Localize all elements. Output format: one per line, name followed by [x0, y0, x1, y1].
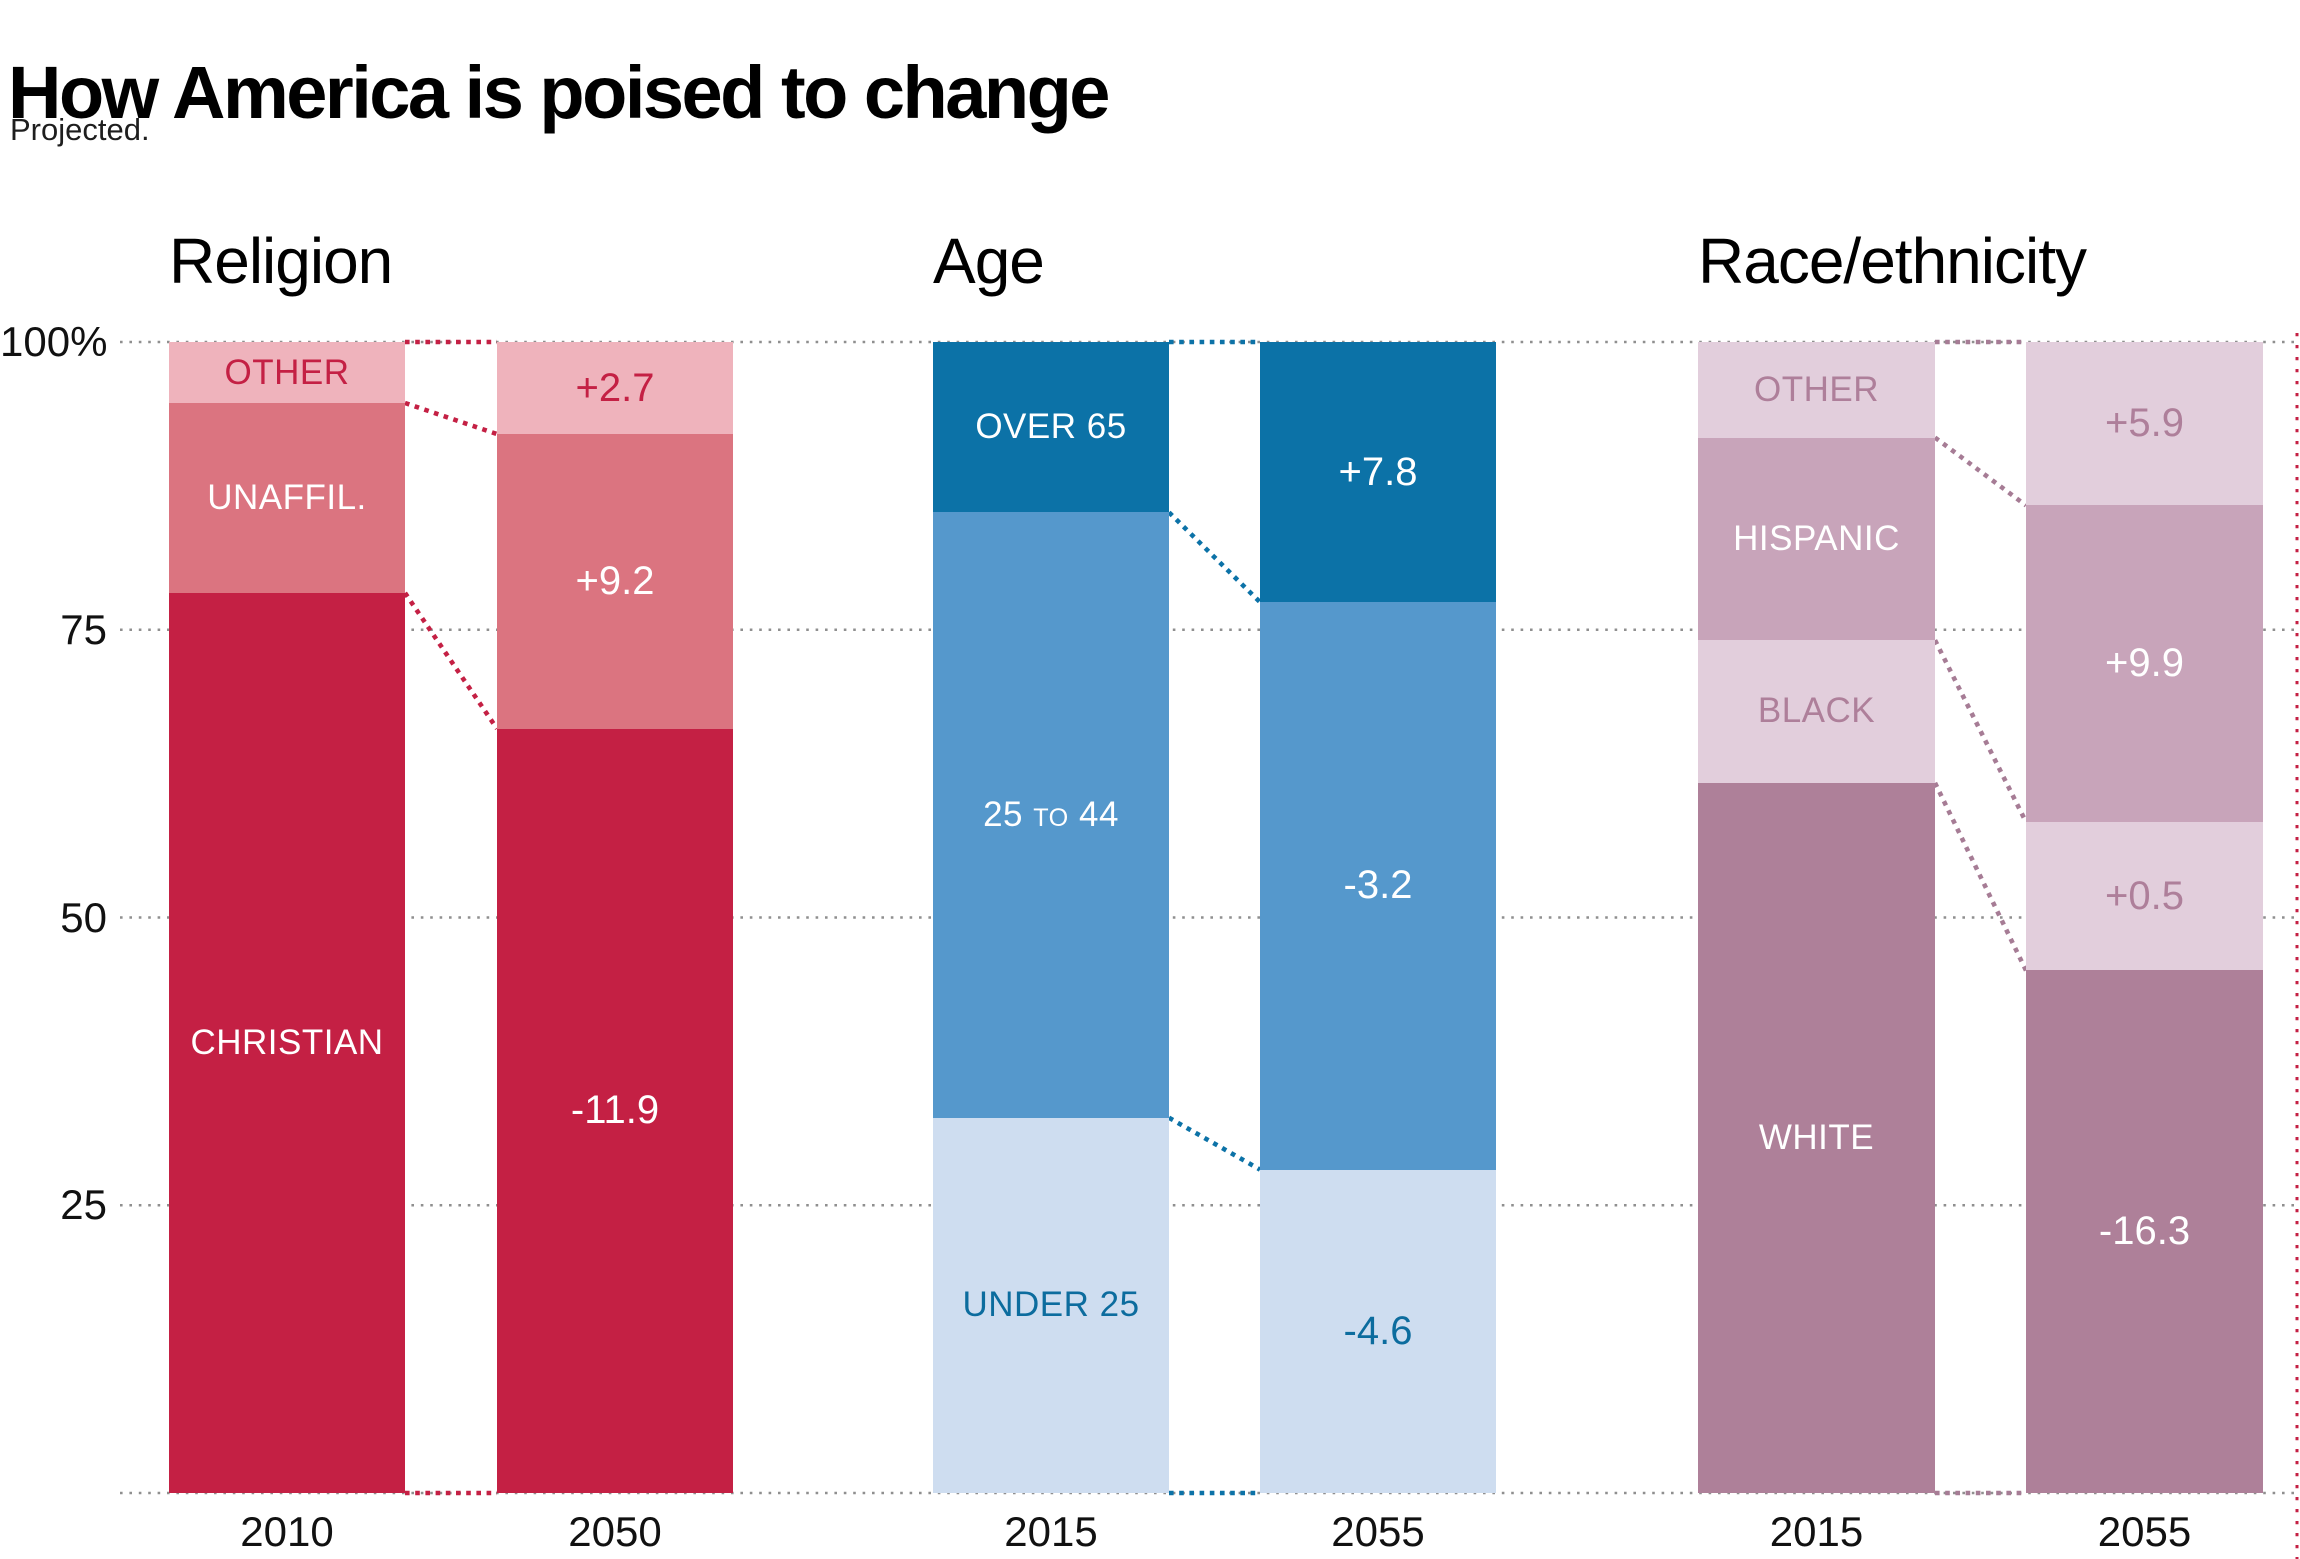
- segment-label: +7.8: [1338, 449, 1418, 494]
- segment-label: +9.2: [575, 558, 655, 603]
- segment-label: OTHER: [224, 352, 350, 392]
- segment-white: -16.3: [2026, 970, 2263, 1493]
- x-axis-label-2015-race-ethnicity: 2015: [1769, 1508, 1864, 1555]
- segment-label: -3.2: [1343, 863, 1413, 908]
- segment-label: 25 TO 44: [983, 795, 1119, 835]
- segment-label: CHRISTIAN: [190, 1022, 384, 1062]
- bar-race-ethnicity-2015: OTHER HISPANIC BLACK WHITE: [1698, 342, 1935, 1493]
- segment-black: BLACK: [1698, 640, 1935, 783]
- segment-other: +5.9: [2026, 342, 2263, 506]
- segment-label-small-word: TO: [1033, 804, 1069, 833]
- segment-label: OVER 65: [975, 407, 1127, 447]
- segment-christian: CHRISTIAN: [169, 592, 405, 1493]
- segment-other: OTHER: [169, 342, 405, 403]
- y-axis-tick-25: 25: [60, 1181, 107, 1229]
- segment-hispanic: +9.9: [2026, 505, 2263, 822]
- x-axis-label-2055-age: 2055: [1331, 1508, 1425, 1555]
- y-axis-tick-75: 75: [60, 605, 107, 653]
- segment-hispanic: HISPANIC: [1698, 437, 1935, 641]
- segment-label: WHITE: [1758, 1117, 1875, 1157]
- segment-under-25: -4.6: [1260, 1169, 1496, 1493]
- connector-age-2: [1167, 1115, 1262, 1172]
- connector-race-ethnicity-1: [1933, 435, 2028, 508]
- bar-religion-2010: OTHER UNAFFIL. CHRISTIAN: [169, 342, 405, 1493]
- segment-white: WHITE: [1698, 782, 1935, 1493]
- segment-black: +0.5: [2026, 821, 2263, 971]
- segment-label: UNAFFIL.: [207, 477, 367, 517]
- bar-age-2015: OVER 65 25 TO 44 UNDER 25: [933, 342, 1169, 1493]
- segment-label: OTHER: [1754, 369, 1879, 409]
- connector-religion-1: [404, 400, 498, 437]
- x-axis-label-2015-age: 2015: [1004, 1508, 1098, 1555]
- section-title-religion: Religion: [169, 225, 393, 297]
- segment-over-65: OVER 65: [933, 342, 1169, 513]
- connector-race-ethnicity-2: [1932, 639, 2029, 823]
- chart-subtitle: Projected.: [10, 112, 150, 147]
- y-axis-tick-50: 50: [60, 893, 107, 941]
- bar-religion-2050: +2.7 +9.2 -11.9: [497, 342, 733, 1493]
- segment-christian: -11.9: [497, 728, 733, 1493]
- x-axis-label-2055-race-ethnicity: 2055: [2097, 1508, 2192, 1555]
- segment-label: -11.9: [570, 1088, 660, 1133]
- page-title: How America is poised to change: [8, 50, 1110, 134]
- segment-25-to-44: 25 TO 44: [933, 512, 1169, 1118]
- segment-unaffiliated: +9.2: [497, 434, 733, 729]
- segment-label: +0.5: [2105, 873, 2184, 918]
- x-axis-label-2010-religion: 2010: [240, 1508, 334, 1555]
- section-title-age: Age: [933, 225, 1045, 297]
- connector-age-1: [1167, 510, 1262, 604]
- segment-over-65: +7.8: [1260, 342, 1496, 603]
- section-title-race-ethnicity: Race/ethnicity: [1698, 225, 2087, 297]
- segment-label: +5.9: [2105, 401, 2184, 446]
- bar-age-2055: +7.8 -3.2 -4.6: [1260, 342, 1496, 1493]
- segment-label: HISPANIC: [1733, 518, 1900, 558]
- segment-label: UNDER 25: [962, 1285, 1140, 1325]
- segment-under-25: UNDER 25: [933, 1117, 1169, 1493]
- segment-other: +2.7: [497, 342, 733, 435]
- segment-label: BLACK: [1757, 691, 1876, 731]
- segment-label: +9.9: [2105, 641, 2184, 686]
- segment-25-to-44: -3.2: [1260, 602, 1496, 1170]
- segment-label: +2.7: [575, 365, 655, 410]
- segment-label: -4.6: [1343, 1308, 1413, 1353]
- segment-unaffiliated: UNAFFIL.: [169, 403, 405, 593]
- segment-label: -16.3: [2098, 1209, 2191, 1254]
- connector-religion-2: [403, 591, 499, 731]
- y-axis-tick-100: 100%: [0, 318, 108, 365]
- connector-race-ethnicity-3: [1932, 781, 2029, 972]
- bar-race-ethnicity-2055: +5.9 +9.9 +0.5 -16.3: [2026, 342, 2263, 1493]
- segment-other: OTHER: [1698, 342, 1935, 438]
- x-axis-label-2050-religion: 2050: [568, 1508, 662, 1555]
